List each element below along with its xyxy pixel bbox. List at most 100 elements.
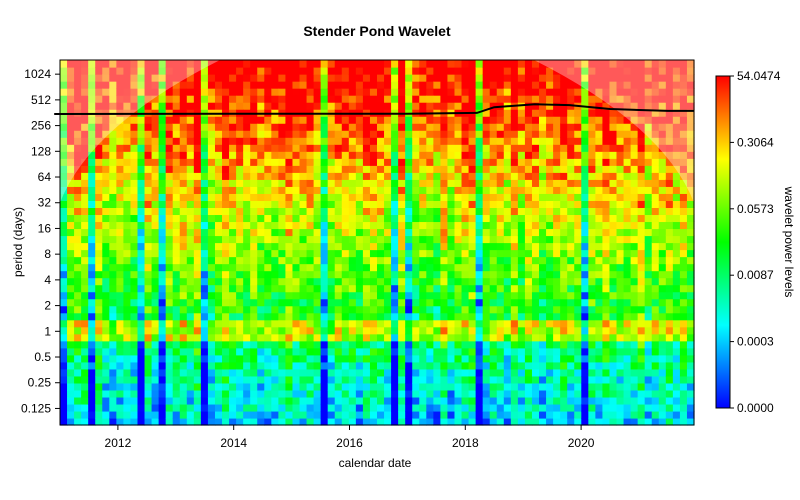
heatmap-cell — [137, 200, 146, 208]
heatmap-cell — [306, 116, 315, 124]
heatmap-cell — [271, 368, 279, 377]
heatmap-cell — [581, 263, 589, 272]
heatmap-cell — [158, 228, 167, 237]
heatmap-cell — [524, 319, 533, 328]
heatmap-cell — [524, 116, 533, 124]
heatmap-cell — [637, 179, 646, 187]
heatmap-cell — [327, 207, 336, 216]
heatmap-cell — [327, 186, 336, 194]
heatmap-cell — [588, 417, 596, 426]
heatmap-cell — [496, 165, 505, 173]
heatmap-cell — [109, 256, 117, 265]
heatmap-cell — [658, 235, 667, 244]
heatmap-cell — [377, 403, 385, 412]
heatmap-cell — [95, 207, 103, 216]
heatmap-cell — [250, 158, 258, 166]
heatmap-cell — [250, 60, 258, 68]
heatmap-cell — [398, 368, 406, 377]
heatmap-cell — [377, 228, 385, 237]
heatmap-cell — [679, 368, 688, 377]
y-tick-label: 2 — [44, 299, 51, 313]
heatmap-cell — [369, 158, 378, 166]
heatmap-cell — [278, 375, 287, 384]
heatmap-cell — [496, 193, 505, 201]
heatmap-cell — [574, 319, 582, 328]
heatmap-cell — [271, 312, 279, 321]
heatmap-cell — [137, 368, 146, 377]
heatmap-cell — [299, 354, 308, 363]
heatmap-cell — [553, 95, 561, 103]
heatmap-cell — [200, 235, 209, 244]
heatmap-cell — [546, 291, 554, 300]
heatmap-cell — [334, 403, 343, 412]
heatmap-cell — [517, 375, 526, 384]
heatmap-cell — [243, 284, 251, 293]
heatmap-cell — [461, 326, 470, 335]
heatmap-cell — [222, 130, 230, 138]
heatmap-cell — [348, 277, 357, 286]
heatmap-cell — [186, 277, 195, 286]
heatmap-cell — [271, 270, 279, 279]
heatmap-cell — [81, 375, 89, 384]
heatmap-cell — [588, 389, 596, 398]
heatmap-cell — [158, 88, 167, 96]
heatmap-cell — [67, 214, 75, 223]
heatmap-cell — [250, 228, 258, 237]
heatmap-cell — [489, 95, 498, 103]
heatmap-cell — [179, 417, 188, 426]
heatmap-cell — [531, 298, 540, 307]
heatmap-cell — [517, 144, 526, 152]
heatmap-cell — [313, 242, 322, 251]
heatmap-cell — [334, 123, 343, 131]
heatmap-cell — [144, 291, 153, 300]
heatmap-cell — [581, 410, 589, 419]
heatmap-cell — [391, 137, 399, 145]
heatmap-cell — [95, 137, 103, 145]
heatmap-cell — [496, 67, 505, 75]
heatmap-cell — [320, 256, 329, 265]
heatmap-cell — [207, 214, 216, 223]
heatmap-cell — [419, 417, 427, 426]
heatmap-cell — [539, 186, 547, 194]
heatmap-cell — [193, 158, 202, 166]
heatmap-cell — [278, 305, 287, 314]
heatmap-cell — [214, 375, 223, 384]
heatmap-cell — [595, 368, 604, 377]
heatmap-cell — [426, 368, 434, 377]
heatmap-cell — [341, 151, 350, 159]
heatmap-cell — [567, 270, 575, 279]
heatmap-cell — [531, 200, 540, 208]
heatmap-cell — [405, 60, 413, 68]
heatmap-cell — [623, 109, 632, 117]
heatmap-cell — [672, 249, 681, 258]
heatmap-cell — [405, 389, 413, 398]
heatmap-cell — [440, 130, 449, 138]
heatmap-cell — [222, 403, 230, 412]
heatmap-cell — [299, 179, 308, 187]
heatmap-cell — [524, 172, 533, 180]
heatmap-cell — [412, 347, 420, 356]
heatmap-cell — [426, 102, 434, 110]
heatmap-cell — [679, 277, 688, 286]
heatmap-cell — [531, 74, 540, 82]
heatmap-cell — [334, 221, 343, 230]
heatmap-cell — [130, 256, 139, 265]
heatmap-cell — [433, 382, 441, 391]
heatmap-cell — [510, 361, 519, 370]
heatmap-cell — [60, 60, 68, 68]
heatmap-cell — [102, 221, 110, 230]
heatmap-cell — [243, 207, 251, 216]
heatmap-cell — [419, 67, 427, 75]
heatmap-cell — [88, 151, 96, 159]
heatmap-cell — [454, 235, 463, 244]
heatmap-cell — [637, 123, 646, 131]
heatmap-cell — [60, 102, 68, 110]
heatmap-cell — [327, 382, 336, 391]
heatmap-cell — [116, 298, 124, 307]
heatmap-cell — [405, 417, 413, 426]
heatmap-cell — [581, 179, 589, 187]
heatmap-cell — [362, 389, 371, 398]
heatmap-cell — [137, 375, 146, 384]
heatmap-cell — [257, 200, 265, 208]
heatmap-cell — [179, 396, 188, 405]
